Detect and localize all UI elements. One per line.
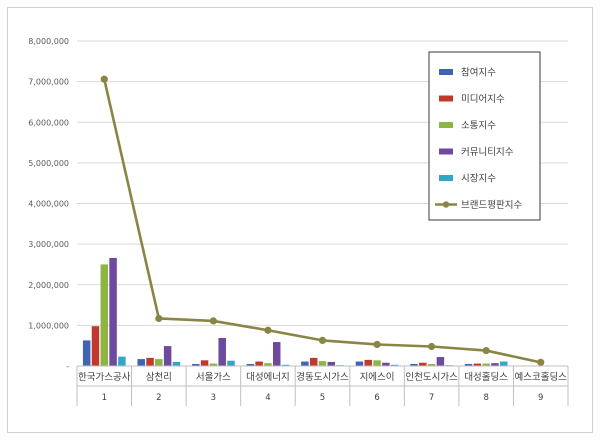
x-category-index: 3 bbox=[211, 393, 216, 403]
bar bbox=[373, 360, 381, 366]
x-category-index: 6 bbox=[374, 393, 379, 403]
bar bbox=[327, 361, 336, 366]
legend-swatch bbox=[439, 148, 453, 155]
bar bbox=[163, 346, 172, 366]
bar bbox=[390, 364, 399, 366]
bar bbox=[482, 363, 490, 366]
bar bbox=[427, 363, 436, 366]
y-tick-label: 5,000,000 bbox=[28, 159, 69, 168]
x-category-index: 1 bbox=[102, 393, 107, 403]
legend-swatch bbox=[439, 69, 453, 75]
x-category-label: 대성에너지 bbox=[246, 372, 290, 383]
line-point bbox=[318, 336, 327, 345]
bar bbox=[246, 363, 255, 366]
line-point bbox=[428, 342, 436, 351]
bar bbox=[281, 364, 290, 366]
bar bbox=[318, 361, 327, 366]
legend-swatch bbox=[439, 175, 453, 181]
bar bbox=[109, 257, 117, 366]
x-category-index: 9 bbox=[538, 393, 543, 403]
legend-label: 시장지수 bbox=[461, 174, 496, 185]
bar bbox=[172, 361, 181, 366]
y-tick-label: 8,000,000 bbox=[28, 37, 69, 46]
bar bbox=[382, 362, 390, 366]
x-category-label: 삼천리 bbox=[146, 372, 172, 383]
bar bbox=[146, 357, 154, 366]
y-tick-label: 1,000,000 bbox=[28, 321, 69, 330]
y-tick-label: 3,000,000 bbox=[28, 240, 69, 249]
legend-line-marker bbox=[442, 201, 450, 208]
legend-label: 소통지수 bbox=[461, 121, 496, 132]
bar bbox=[436, 357, 445, 366]
bar bbox=[227, 360, 235, 366]
bar bbox=[355, 361, 364, 366]
x-category-label: 한국가스공사 bbox=[78, 372, 131, 383]
bar bbox=[155, 359, 163, 366]
x-category-label: 지에스이 bbox=[360, 372, 395, 383]
x-category-label: 예스코홀딩스 bbox=[514, 371, 567, 383]
x-category-index: 4 bbox=[265, 393, 270, 403]
bar bbox=[264, 363, 272, 366]
legend-label: 브랜드평판지수 bbox=[461, 200, 522, 211]
x-category-index: 5 bbox=[320, 393, 325, 403]
bar bbox=[491, 363, 499, 366]
line-point bbox=[100, 75, 108, 83]
x-category-label: 인천도시가스 bbox=[405, 372, 458, 383]
y-tick-label: - bbox=[66, 362, 69, 371]
x-category-index: 8 bbox=[483, 393, 488, 403]
bar bbox=[82, 340, 91, 366]
bar bbox=[218, 337, 226, 366]
legend-label: 참여지수 bbox=[461, 67, 496, 79]
bar bbox=[137, 359, 145, 366]
legend-label: 미디어지수 bbox=[461, 94, 505, 105]
bar bbox=[464, 363, 473, 366]
bar bbox=[473, 363, 482, 366]
bar bbox=[364, 359, 373, 366]
bar bbox=[500, 361, 508, 366]
bar bbox=[200, 360, 209, 366]
line-point bbox=[482, 346, 490, 355]
legend-box bbox=[428, 51, 541, 221]
legend-swatch bbox=[439, 122, 453, 128]
line-point bbox=[537, 358, 545, 366]
y-tick-label: 4,000,000 bbox=[28, 200, 69, 209]
bar bbox=[272, 342, 281, 366]
y-tick-label: 7,000,000 bbox=[28, 78, 69, 87]
bar bbox=[91, 326, 100, 366]
chart: - 1,000,000 2,000,000 3,000,000 4,000,000 5,0… bbox=[28, 37, 569, 406]
bar bbox=[301, 361, 309, 366]
legend-swatch bbox=[439, 95, 453, 102]
x-category-index: 7 bbox=[429, 393, 434, 403]
bar bbox=[410, 363, 418, 366]
chart-frame: - 1,000,000 2,000,000 3,000,000 4,000,000 5,0… bbox=[7, 7, 593, 433]
bar bbox=[309, 357, 318, 366]
x-category-label: 경동도시가스 bbox=[296, 371, 349, 383]
y-tick-label: 6,000,000 bbox=[28, 118, 69, 127]
y-tick-label: 2,000,000 bbox=[28, 281, 69, 290]
x-category-label: 대성홀딩스 bbox=[464, 371, 508, 383]
line-point bbox=[264, 326, 272, 334]
bar bbox=[419, 362, 427, 366]
line-point bbox=[155, 314, 163, 323]
bar bbox=[192, 363, 200, 366]
x-category-label: 서울가스 bbox=[196, 372, 231, 383]
line-point bbox=[373, 340, 381, 349]
legend-label: 커뮤니티지수 bbox=[461, 147, 514, 158]
line-point bbox=[209, 317, 217, 325]
bar bbox=[118, 356, 126, 366]
bar bbox=[255, 361, 263, 366]
bar bbox=[209, 363, 218, 366]
x-category-index: 2 bbox=[156, 393, 161, 403]
bar bbox=[100, 264, 109, 366]
